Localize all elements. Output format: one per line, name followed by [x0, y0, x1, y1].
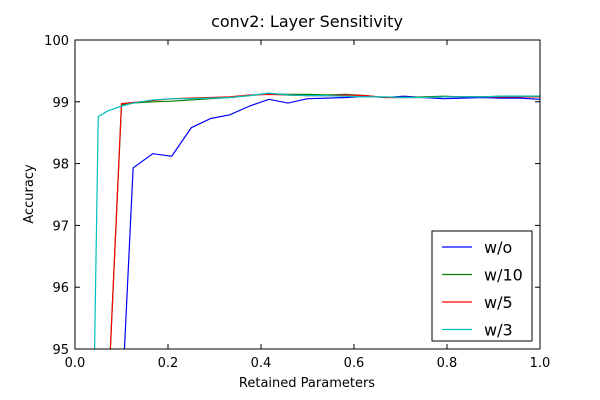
plot-area	[93, 92, 540, 349]
legend-label: w/3	[484, 321, 513, 340]
x-tick-label: 1.0	[530, 356, 551, 371]
y-axis-label: Accuracy	[22, 164, 37, 224]
legend-label: w/o	[484, 238, 512, 257]
plot-frame	[74, 39, 541, 350]
data-line	[93, 92, 540, 349]
y-tick-label: 100	[44, 34, 69, 49]
x-tick-label: 0.4	[251, 356, 272, 371]
legend-label: w/5	[484, 293, 513, 312]
legend-label: w/10	[484, 266, 523, 285]
y-tick-label: 95	[52, 343, 69, 358]
data-line	[123, 95, 540, 349]
x-tick-label: 0.0	[65, 356, 86, 371]
chart-title: conv2: Layer Sensitivity	[211, 12, 403, 31]
x-tick-label: 0.8	[437, 356, 458, 371]
legend-box	[431, 230, 533, 342]
y-tick-label: 98	[52, 158, 69, 173]
y-tick-label: 96	[52, 281, 69, 296]
x-tick-label: 0.6	[344, 356, 365, 371]
x-axis-label: Retained Parameters	[239, 376, 375, 391]
y-tick-label: 99	[52, 96, 69, 111]
x-tick-label: 0.2	[158, 356, 179, 371]
legend: w/o w/10 w/5 w/3	[431, 230, 533, 342]
y-tick-label: 97	[52, 219, 69, 234]
